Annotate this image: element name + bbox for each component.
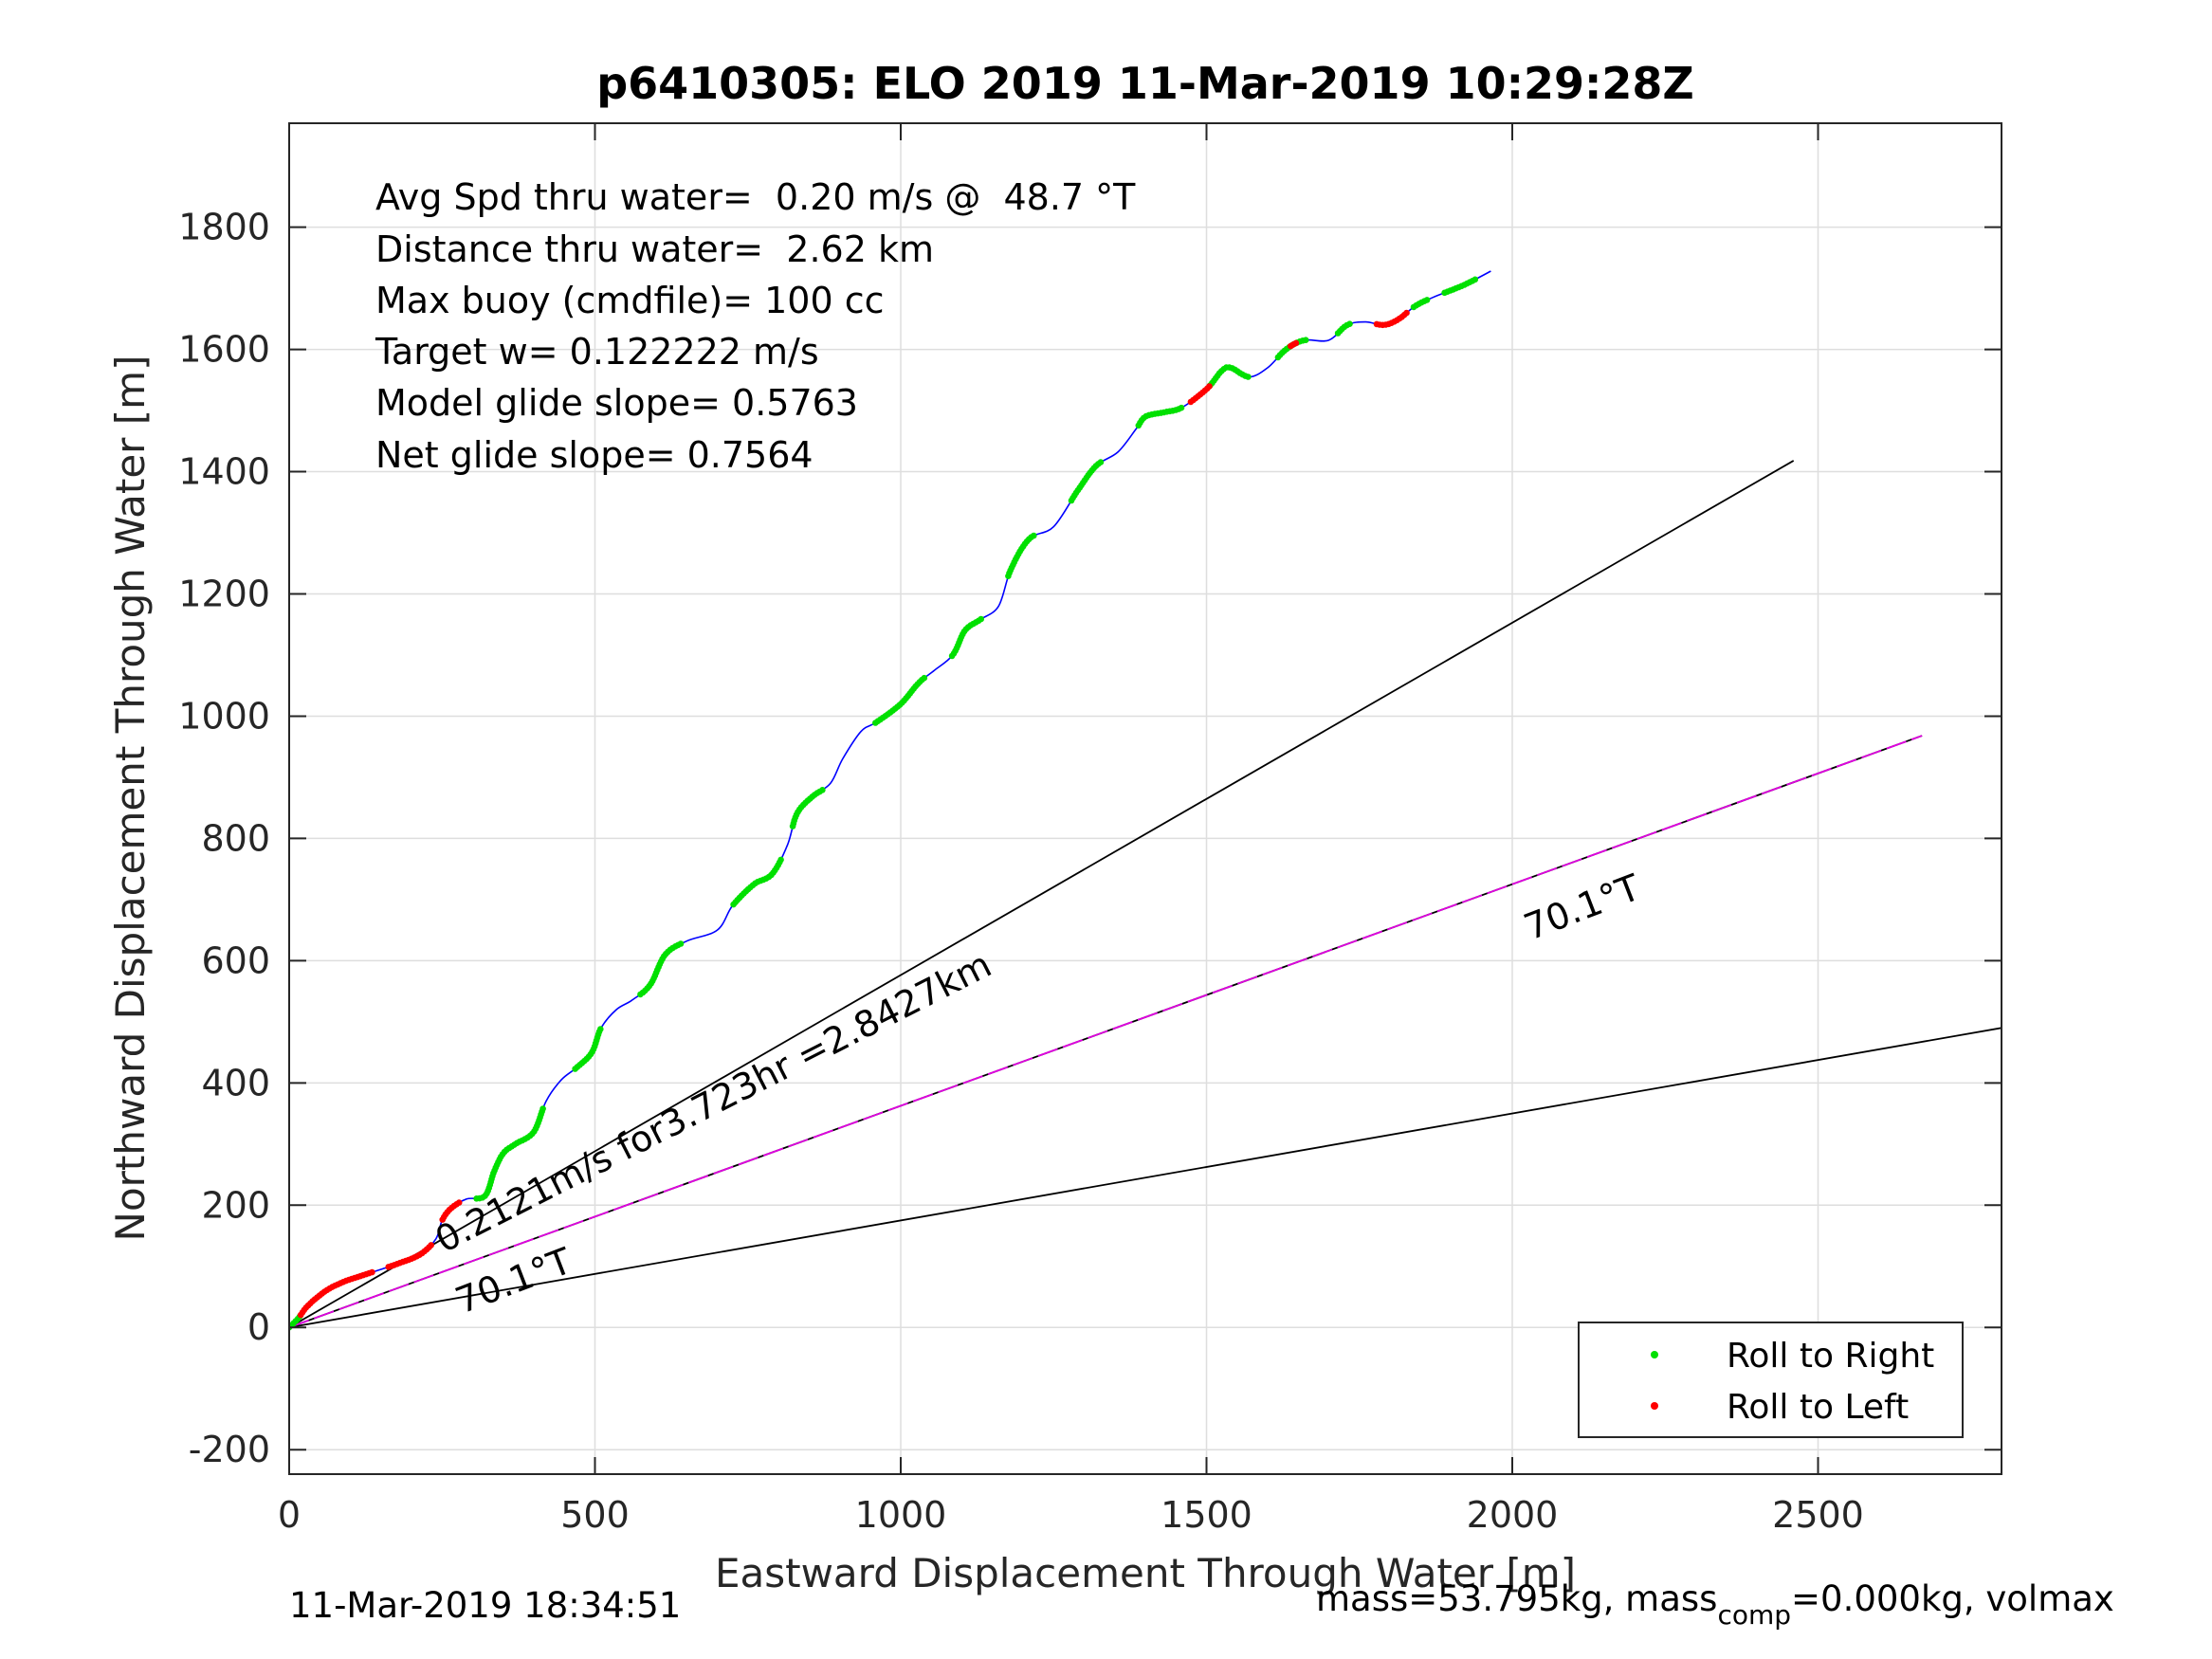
- roll-point: [1472, 276, 1479, 283]
- legend-label-roll-right: Roll to Right: [1727, 1337, 1934, 1376]
- roll-point: [1423, 297, 1431, 303]
- roll-point: [1178, 404, 1185, 411]
- annotation-model-glide: Model glide slope= 0.5763: [375, 382, 858, 424]
- roll-point: [1292, 339, 1300, 347]
- roll-point: [1031, 532, 1037, 539]
- y-tick-label: 800: [201, 817, 270, 859]
- grid: [288, 123, 2002, 1474]
- x-tick-label: 0: [278, 1494, 301, 1536]
- roll-point: [921, 674, 928, 682]
- legend: Roll to Right Roll to Left: [1578, 1322, 1964, 1438]
- stats-annotations: Avg Spd thru water= 0.20 m/s @ 48.7 °T D…: [375, 176, 1136, 476]
- y-tick-label: -200: [189, 1429, 270, 1470]
- footer-mass-rest: =0.000kg, volmax: [1791, 1578, 2114, 1619]
- roll-point: [1346, 320, 1353, 328]
- roll-point: [1403, 309, 1410, 317]
- y-tick-label: 200: [201, 1184, 270, 1226]
- ticks: [288, 123, 2002, 1474]
- legend-box: [1578, 1322, 1964, 1438]
- y-tick-label: 1600: [178, 329, 270, 371]
- chart-title: p6410305: ELO 2019 11-Mar-2019 10:29:28Z: [596, 58, 1694, 109]
- roll-point: [1245, 374, 1252, 380]
- annotation-net-glide: Net glide slope= 0.7564: [375, 434, 814, 476]
- annotation-target-w: Target w= 0.122222 m/s: [375, 331, 819, 373]
- footer-mass-text: mass=53.795kg, mass: [1316, 1578, 1718, 1619]
- plot-area: [289, 123, 2002, 1474]
- tick-labels: 0 500 1000 1500 2000 2500-2000200400600800100…: [178, 207, 1864, 1536]
- annotation-avg-speed: Avg Spd thru water= 0.20 m/s @ 48.7 °T: [375, 176, 1136, 218]
- roll-point: [978, 615, 984, 623]
- y-axis-label: Northward Displacement Through Water [m]: [107, 356, 154, 1242]
- roll-point: [1302, 337, 1309, 344]
- footer-mass-info: mass=53.795kg, masscomp=0.000kg, volmax: [1316, 1578, 2114, 1631]
- roll-point: [677, 940, 685, 947]
- legend-marker-roll-right: [1651, 1351, 1658, 1358]
- footer-timestamp: 11-Mar-2019 18:34:51: [289, 1585, 682, 1626]
- roll-point: [428, 1242, 435, 1249]
- roll-point: [1097, 459, 1105, 465]
- annotation-distance: Distance thru water= 2.62 km: [375, 228, 934, 270]
- reference-line: [289, 1027, 2002, 1329]
- roll-point: [1206, 383, 1213, 390]
- y-tick-label: 1400: [178, 451, 270, 493]
- reference-line: [289, 460, 1795, 1329]
- roll-point: [369, 1268, 375, 1276]
- x-tick-label: 2000: [1467, 1494, 1559, 1536]
- reference-lines: [289, 460, 2002, 1329]
- roll-point: [455, 1199, 463, 1206]
- x-tick-label: 1000: [855, 1494, 947, 1536]
- plot-frame: [288, 122, 2002, 1475]
- roll-point: [597, 1026, 604, 1032]
- legend-label-roll-left: Roll to Left: [1727, 1388, 1909, 1427]
- roll-layer: [289, 276, 1479, 1331]
- y-tick-label: 0: [247, 1306, 270, 1348]
- x-axis-label: Eastward Displacement Through Water [m]: [715, 1550, 1576, 1596]
- roll-point: [777, 856, 784, 864]
- x-tick-label: 1500: [1161, 1494, 1252, 1536]
- y-tick-label: 400: [201, 1062, 270, 1103]
- annotation-max-buoy: Max buoy (cmdfile)= 100 cc: [375, 280, 885, 321]
- x-tick-label: 2500: [1772, 1494, 1864, 1536]
- legend-marker-roll-left: [1651, 1402, 1658, 1410]
- roll-point: [819, 787, 826, 793]
- y-tick-label: 1800: [178, 207, 270, 248]
- y-tick-label: 600: [201, 939, 270, 981]
- reference-line: [289, 735, 1923, 1329]
- y-tick-label: 1200: [178, 573, 270, 614]
- x-tick-label: 500: [560, 1494, 630, 1536]
- y-tick-label: 1000: [178, 695, 270, 737]
- footer-mass-subscript: comp: [1717, 1599, 1792, 1631]
- roll-point: [539, 1105, 546, 1112]
